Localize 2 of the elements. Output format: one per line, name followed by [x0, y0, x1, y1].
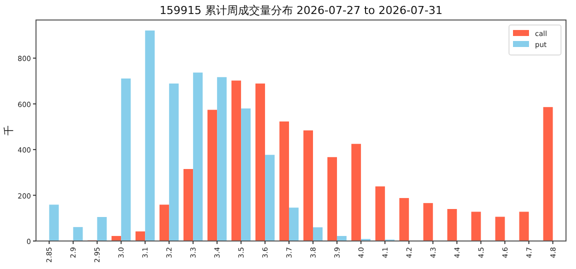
chart-title: 159915 累计周成交量分布 2026-07-27 to 2026-07-31 — [160, 4, 442, 17]
y-axis-title: 千 — [3, 126, 15, 136]
